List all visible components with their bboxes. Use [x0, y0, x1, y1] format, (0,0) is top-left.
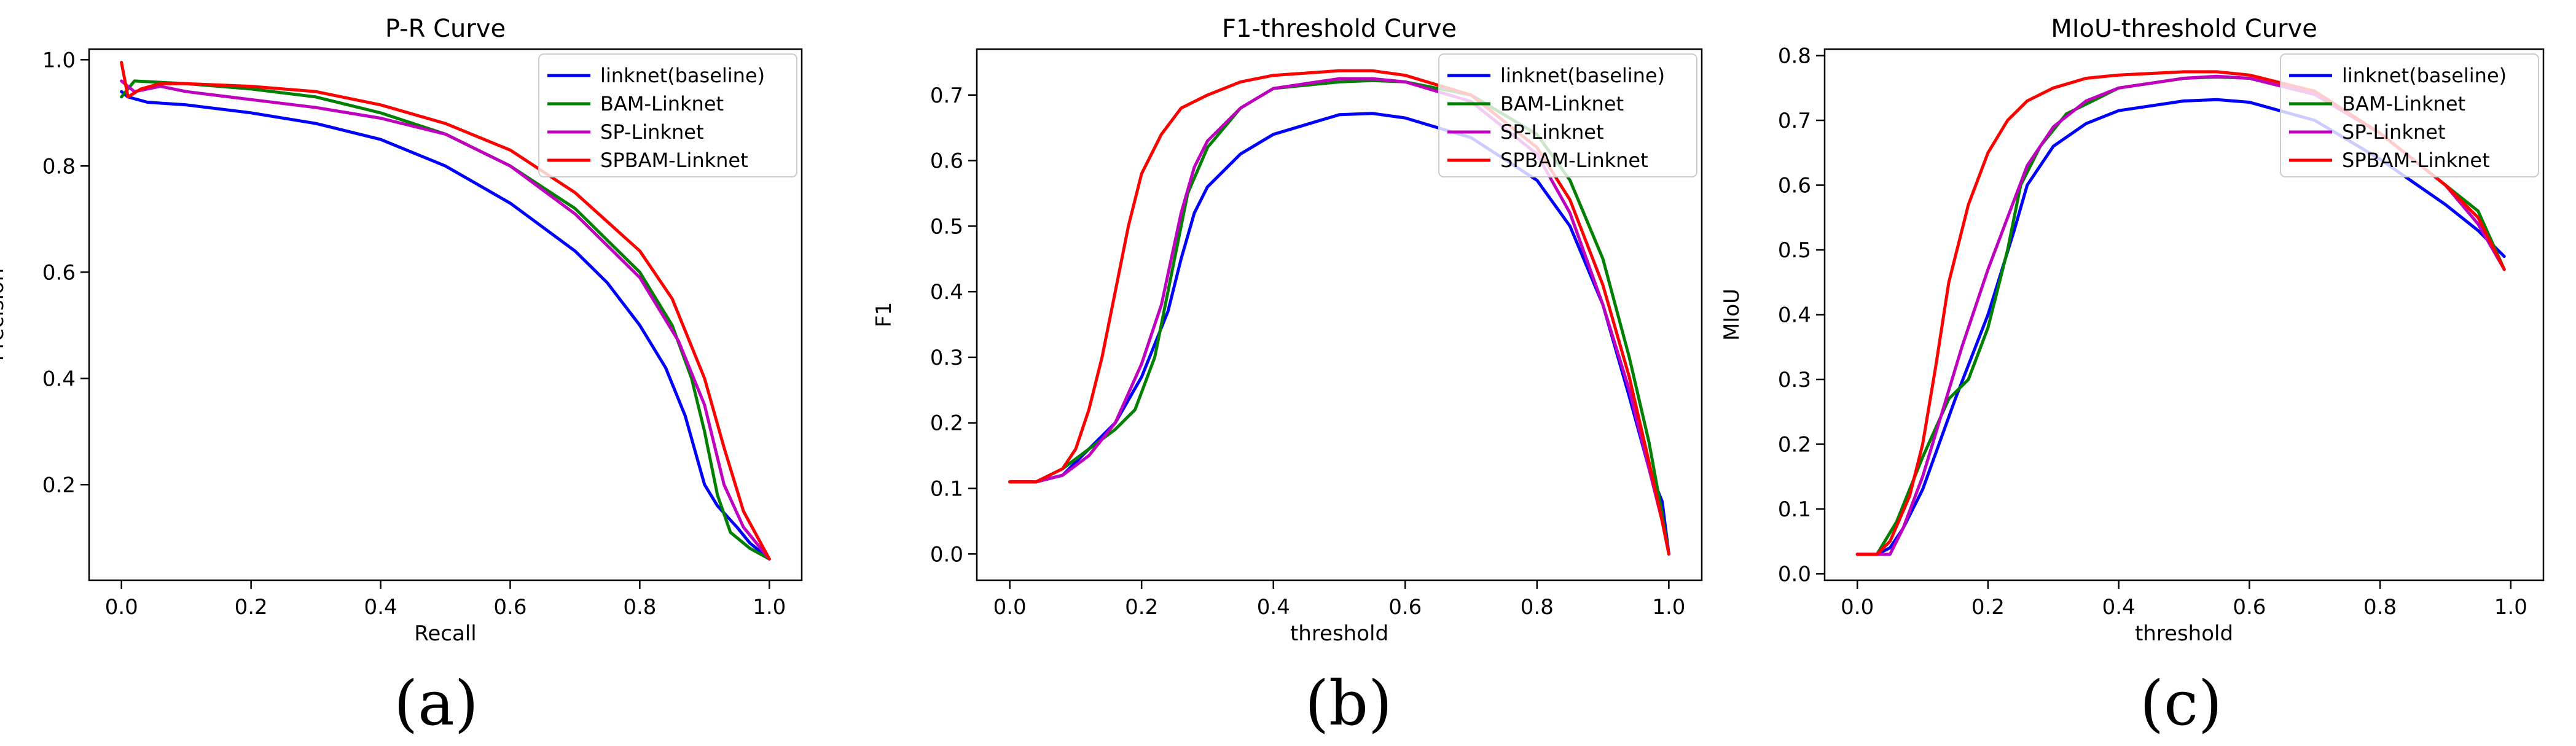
x-axis-label: threshold	[2135, 621, 2233, 646]
legend-label: SPBAM-Linknet	[600, 149, 748, 172]
legend-label: SP-Linknet	[2342, 120, 2446, 144]
y-tick-label: 0.4	[930, 280, 963, 305]
x-tick-label: 0.4	[1257, 595, 1290, 620]
x-axis-label: Recall	[414, 621, 476, 646]
y-tick-label: 0.1	[930, 476, 963, 501]
x-tick-label: 0.8	[623, 595, 656, 620]
figure-caption: (c)	[2140, 667, 2222, 739]
y-tick-label: 0.6	[1778, 174, 1811, 198]
series-line-linknet-baseline	[120, 90, 771, 561]
x-tick-label: 0.6	[493, 595, 527, 620]
series-line-spbam-linknet	[120, 61, 771, 561]
legend-box	[1438, 53, 1697, 177]
legend-label: SP-Linknet	[1500, 120, 1604, 144]
legend-label: BAM-Linknet	[600, 92, 724, 115]
chart-title: MIoU-threshold Curve	[2051, 15, 2317, 43]
legend: linknet(baseline) BAM-Linknet SP-Linknet SP…	[1438, 53, 1697, 177]
legend-label: SPBAM-Linknet	[2342, 149, 2490, 172]
y-tick-label: 0.6	[930, 149, 963, 174]
y-axis-label: Precision	[0, 268, 9, 362]
series-line-sp-linknet	[1008, 77, 1670, 556]
x-axis-label: threshold	[1290, 621, 1388, 646]
y-tick-label: 0.2	[930, 411, 963, 436]
x-tick-label: 0.0	[105, 595, 138, 620]
chart-panel-2: 0.0 0.2 0.4 0.6 0.8 1.0 0.0 0.1 0.2 0.3 0.4 0.5 0.6 0…	[872, 15, 1703, 739]
y-tick-label: 0.2	[42, 473, 76, 497]
chart-title: P-R Curve	[385, 15, 506, 43]
plot-frame	[976, 48, 1703, 581]
figure-caption: (b)	[1305, 667, 1392, 739]
legend: linknet(baseline) BAM-Linknet SP-Linknet SP…	[2280, 53, 2539, 177]
y-tick-label: 0.5	[930, 214, 963, 239]
x-tick-label: 0.6	[2233, 595, 2266, 620]
legend-label: SPBAM-Linknet	[1500, 149, 1648, 172]
series-line-bam-linknet	[120, 79, 771, 561]
legend-label: BAM-Linknet	[2342, 92, 2465, 115]
x-tick-label: 0.8	[2363, 595, 2397, 620]
y-tick-label: 0.6	[42, 260, 76, 285]
series-line-sp-linknet	[120, 79, 771, 561]
chart-title: F1-threshold Curve	[1222, 15, 1457, 43]
plot-frame	[88, 48, 803, 581]
y-axis-label: F1	[872, 302, 896, 327]
x-tick-label: 0.2	[1125, 595, 1158, 620]
series-line-spbam-linknet	[1008, 69, 1670, 556]
legend-box	[538, 53, 797, 177]
y-tick-label: 0.7	[930, 84, 963, 108]
y-tick-label: 1.0	[42, 48, 76, 72]
y-tick-label: 0.3	[930, 346, 963, 370]
x-tick-label: 0.8	[1521, 595, 1554, 620]
x-tick-label: 0.4	[364, 595, 397, 620]
y-tick-label: 0.2	[1778, 432, 1811, 457]
y-tick-label: 0.5	[1778, 238, 1811, 263]
legend-label: linknet(baseline)	[600, 64, 765, 87]
x-tick-label: 0.0	[993, 595, 1027, 620]
y-tick-label: 0.7	[1778, 109, 1811, 133]
y-axis-label: MIoU	[1720, 289, 1744, 341]
legend-label: linknet(baseline)	[2342, 64, 2507, 87]
x-tick-label: 1.0	[753, 595, 786, 620]
legend-label: linknet(baseline)	[1500, 64, 1665, 87]
legend-label: BAM-Linknet	[1500, 92, 1624, 115]
y-tick-label: 0.8	[42, 154, 76, 179]
y-tick-label: 0.8	[1778, 44, 1811, 69]
x-tick-label: 0.4	[2102, 595, 2136, 620]
x-tick-label: 0.6	[1388, 595, 1422, 620]
y-tick-label: 0.4	[42, 367, 76, 391]
legend-box	[2280, 53, 2539, 177]
y-tick-label: 0.1	[1778, 497, 1811, 522]
chart-panel-1: 0.0 0.2 0.4 0.6 0.8 1.0 0.2 0.4 0.6 0.8 1.0 P-R Cur…	[0, 15, 803, 739]
x-tick-label: 0.2	[235, 595, 268, 620]
legend: linknet(baseline) BAM-Linknet SP-Linknet SP…	[538, 53, 797, 177]
y-tick-label: 0.3	[1778, 368, 1811, 392]
y-tick-label: 0.0	[1778, 562, 1811, 586]
chart-panel-3: 0.0 0.2 0.4 0.6 0.8 1.0 0.0 0.1 0.2 0.3 0.4 0.5 0.6 0…	[1720, 15, 2545, 739]
x-tick-label: 1.0	[2494, 595, 2527, 620]
y-tick-label: 0.4	[1778, 303, 1811, 328]
y-tick-label: 0.0	[930, 542, 963, 567]
x-tick-label: 0.0	[1841, 595, 1874, 620]
x-tick-label: 0.2	[1971, 595, 2005, 620]
figure-caption: (a)	[394, 667, 479, 739]
legend-label: SP-Linknet	[600, 120, 704, 144]
x-tick-label: 1.0	[1652, 595, 1685, 620]
